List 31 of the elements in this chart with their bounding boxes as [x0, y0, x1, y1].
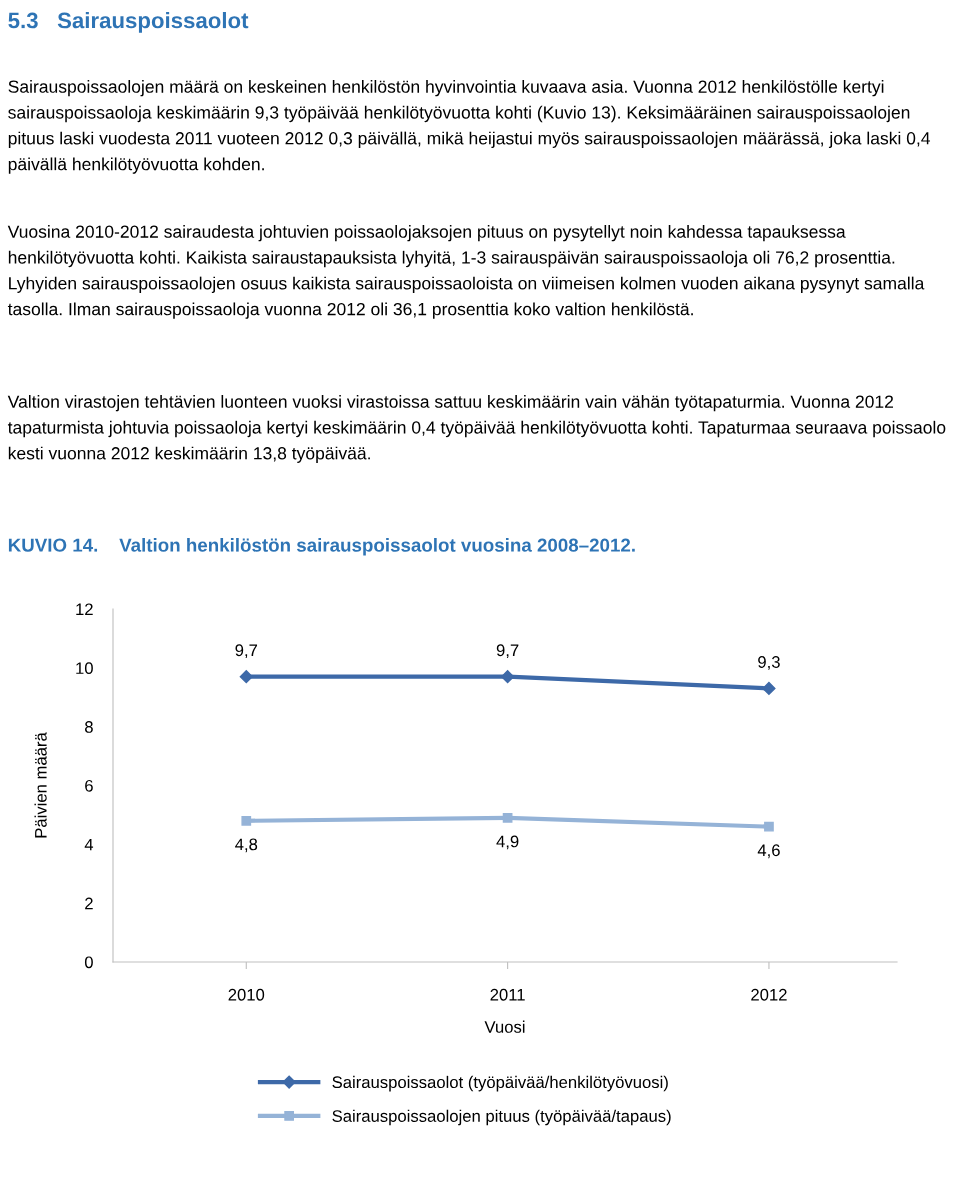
text: Vuosina 2010-2012 sairaudesta johtuvien poissaolojaksojen pituus on pysytellyt noin kahdessa tapauksessa henkilötyövuotta kohti. Kaikista sairaustapauksista lyhyitä, 1-3 sairauspäivän sairauspoissaoloja oli 76,2 prosenttia. Lyhyiden sairauspoissaolojen osuus kaikista sairauspoissaoloista on viimeisen kolmen vuoden aikana pysynyt samalla tasolla. Ilman sairauspoissaoloja vuonna 2012 oli 36,1 prosenttia koko valtion henkilöstä. — [7, 225, 925, 319]
text: Sairauspoissaolojen määrä on keskeinen henkilöstön hyvinvointia kuvaava asia. Vuonna 2012 henkilöstölle kertyi sairauspoissaoloja keskimäärin 9,3 työpäivää henkilötyövuotta kohti (Kuvio 13). Keksimääräinen sairauspoissaolojen pituus laski vuodesta 2011 vuoteen 2012 0,3 päivällä, mikä heijastui myös sairauspoissaolojen määrässä, joka laski 0,4 päivällä henkilötyövuotta kohden. — [8, 80, 931, 174]
data-label: 9,3 — [758, 656, 780, 670]
y-tick-label: 8 — [85, 721, 93, 733]
x-tick-label: 2010 — [228, 988, 265, 1001]
point — [239, 670, 253, 684]
legend-label: Sairauspoissaolot (työpäivää/henkilötyövuosi) — [332, 1075, 668, 1092]
x-tick-label: 2011 — [490, 988, 525, 1001]
data-label: 4,6 — [757, 844, 780, 859]
x-axis-title: Vuosi — [484, 1020, 525, 1033]
x-tick-label: 2012 — [751, 988, 787, 1001]
data-label: 4,8 — [235, 838, 258, 853]
y-tick-label: 2 — [85, 897, 93, 910]
text: 5.3 Sairauspoissaolot — [8, 12, 249, 33]
data-label: 9,7 — [235, 644, 258, 659]
y-tick-label: 0 — [84, 956, 93, 969]
legend-label: Sairauspoissaolojen pituus (työpäivää/tapaus) — [332, 1109, 671, 1126]
point — [764, 821, 774, 832]
point — [502, 812, 513, 823]
y-tick-label: 10 — [76, 662, 93, 675]
data-label: 9,7 — [496, 644, 519, 659]
y-tick-label: 4 — [84, 838, 94, 851]
y-tick-label: 12 — [76, 603, 93, 616]
point — [762, 681, 776, 696]
data-label: 4,9 — [496, 835, 519, 850]
chart-title: KUVIO 14. Valtion henkilöstön sairauspoissaolot vuosina 2008–2012. — [8, 538, 635, 556]
y-tick-label: 6 — [85, 779, 93, 792]
text: Valtion virastojen tehtävien luonteen vuoksi virastoissa sattuu keskimäärin vain vähän työtapaturmia. Vuonna 2012 tapaturmista johtuvia poissaoloja kertyi keskimäärin 0,4 työpäivää henkilötyövuotta kohti. Tapaturmaa seuraava poissaolo kesti vuonna 2012 keskimäärin 13,8 työpäivää. — [7, 395, 946, 463]
point — [501, 670, 515, 684]
y-axis-title: Päivien määrä — [34, 732, 47, 838]
point — [241, 815, 252, 826]
